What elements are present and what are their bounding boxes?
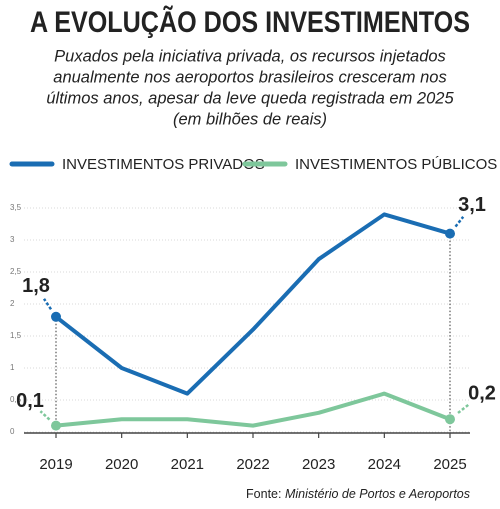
x-tick-label: 2020 — [105, 456, 138, 473]
label-leader — [454, 216, 465, 228]
data-label: 1,8 — [22, 275, 50, 297]
y-tick-label: 1,5 — [10, 331, 22, 340]
legend-label: INVESTIMENTOS PÚBLICOS — [295, 156, 497, 173]
data-label: 3,1 — [458, 194, 486, 216]
x-tick-label: 2021 — [171, 456, 204, 473]
chart-title: A EVOLUÇÃO DOS INVESTIMENTOS — [30, 5, 470, 39]
y-tick-label: 2 — [10, 299, 15, 308]
data-point — [445, 414, 455, 425]
y-tick-label: 0 — [10, 427, 15, 436]
y-tick-label: 0,5 — [10, 395, 22, 404]
subtitle: anualmente nos aeroportos brasileiros cr… — [53, 68, 446, 86]
series-line — [55, 391, 451, 428]
subtitle: (em bilhões de reais) — [173, 110, 327, 128]
x-tick-label: 2023 — [302, 456, 335, 473]
label-leader — [39, 410, 51, 421]
y-tick-label: 1 — [10, 363, 15, 372]
legend-label: INVESTIMENTOS PRIVADOS — [62, 156, 265, 173]
source-label: Fonte: — [246, 487, 281, 501]
y-tick-label: 2,5 — [10, 267, 22, 276]
label-leader — [42, 298, 53, 310]
data-point — [51, 420, 61, 431]
label-leader — [457, 403, 470, 414]
x-tick-label: 2019 — [39, 456, 72, 473]
source-text: Ministério de Portos e Aeroportos — [285, 487, 470, 501]
subtitle: últimos anos, apesar da leve queda regis… — [46, 89, 454, 107]
data-point — [445, 228, 455, 239]
x-tick-label: 2025 — [433, 456, 466, 473]
x-tick-label: 2022 — [236, 456, 269, 473]
data-point — [51, 311, 61, 322]
x-tick-label: 2024 — [368, 456, 401, 473]
y-tick-label: 3 — [10, 235, 15, 244]
series-line — [54, 212, 451, 396]
source: Fonte: Ministério de Portos e Aeroportos — [246, 487, 470, 501]
subtitle: Puxados pela iniciativa privada, os recu… — [54, 47, 446, 65]
data-label: 0,1 — [16, 390, 44, 412]
data-label: 0,2 — [468, 382, 496, 404]
y-tick-label: 3,5 — [10, 203, 22, 212]
